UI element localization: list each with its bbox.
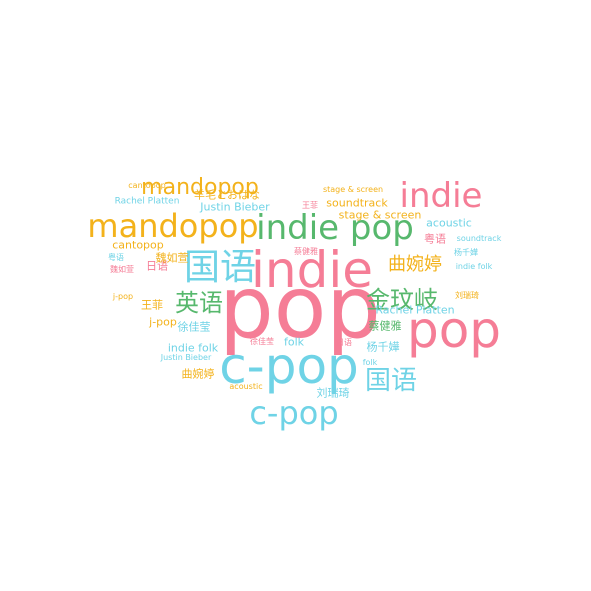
word-indie-folk-small: indie folk — [455, 262, 493, 271]
word-indie-top: indie — [399, 176, 483, 216]
word-soundtrack-small: soundtrack — [456, 234, 502, 243]
word-stage-screen: stage & screen — [338, 208, 422, 222]
word-yingyu: 英语 — [175, 289, 223, 317]
word-yueyu-small: 粤语 — [108, 253, 124, 262]
word-yang-qianhua-small: 杨千嬅 — [454, 248, 478, 257]
word-c-pop-large: c-pop — [219, 337, 359, 395]
word-cantopop: cantopop — [112, 238, 164, 252]
word-xu-jiaying: 徐佳莹 — [177, 320, 211, 334]
word-j-pop: j-pop — [149, 315, 177, 329]
word-xu-jiaying-small: 徐佳莹 — [250, 337, 274, 346]
word-liu-ruiqi-small: 刘瑞琦 — [455, 291, 479, 300]
word-indie-folk: indie folk — [167, 341, 219, 355]
word-guoyu-bottom: 国语 — [364, 366, 418, 396]
word-justin-bieber-small: Justin Bieber — [160, 353, 212, 362]
word-soundtrack: soundtrack — [326, 196, 388, 210]
word-acoustic-small: acoustic — [229, 382, 263, 391]
word-stage-screen-top: stage & screen — [322, 185, 384, 194]
word-yang-qianhua: 杨千嬅 — [366, 340, 400, 354]
word-pop-right: pop — [406, 301, 502, 359]
word-folk: folk — [283, 335, 305, 349]
word-indie-large: indie — [251, 241, 373, 299]
word-cantopop-top: cantopop — [128, 181, 166, 190]
word-c-pop-bottom: c-pop — [249, 394, 339, 432]
word-rachel-platten-top: Rachel Platten — [114, 196, 180, 207]
word-wang-fei: 王菲 — [141, 298, 163, 312]
word-j-pop-small: j-pop — [112, 292, 134, 301]
word-folk-small: folk — [362, 358, 378, 367]
word-riyu-small: 日语 — [336, 338, 352, 347]
word-riyu: 日语 — [146, 259, 168, 273]
word-acoustic: acoustic — [426, 216, 472, 230]
word-yueyu: 粤语 — [424, 232, 446, 246]
word-yang-mou: 羊毛とおはな — [194, 188, 260, 202]
word-wei-ruxuan-small: 魏如萱 — [110, 265, 134, 274]
word-qu-wanting-large: 曲婉婷 — [388, 254, 442, 275]
word-wang-fei-top: 王菲 — [302, 201, 318, 210]
word-wei-ruxuan: 魏如萱 — [155, 251, 189, 265]
word-qu-wanting: 曲婉婷 — [181, 367, 215, 381]
word-rachel-platten: Rachel Platten — [375, 303, 455, 317]
word-guoyu-left: 国语 — [183, 247, 257, 288]
word-jin-wenqi: 金玟岐 — [366, 286, 438, 314]
word-cai-jianya-small: 蔡健雅 — [294, 247, 318, 256]
word-indie-pop: indie pop — [256, 208, 414, 248]
word-cai-jianya: 蔡健雅 — [368, 319, 402, 333]
word-mandopop-left: mandopop — [87, 207, 259, 245]
word-liu-ruiqi: 刘瑞琦 — [316, 386, 350, 400]
word-mandopop-top: mandopop — [141, 175, 259, 200]
word-pop-large: pop — [219, 258, 381, 358]
word-justin-bieber: Justin Bieber — [200, 200, 270, 214]
